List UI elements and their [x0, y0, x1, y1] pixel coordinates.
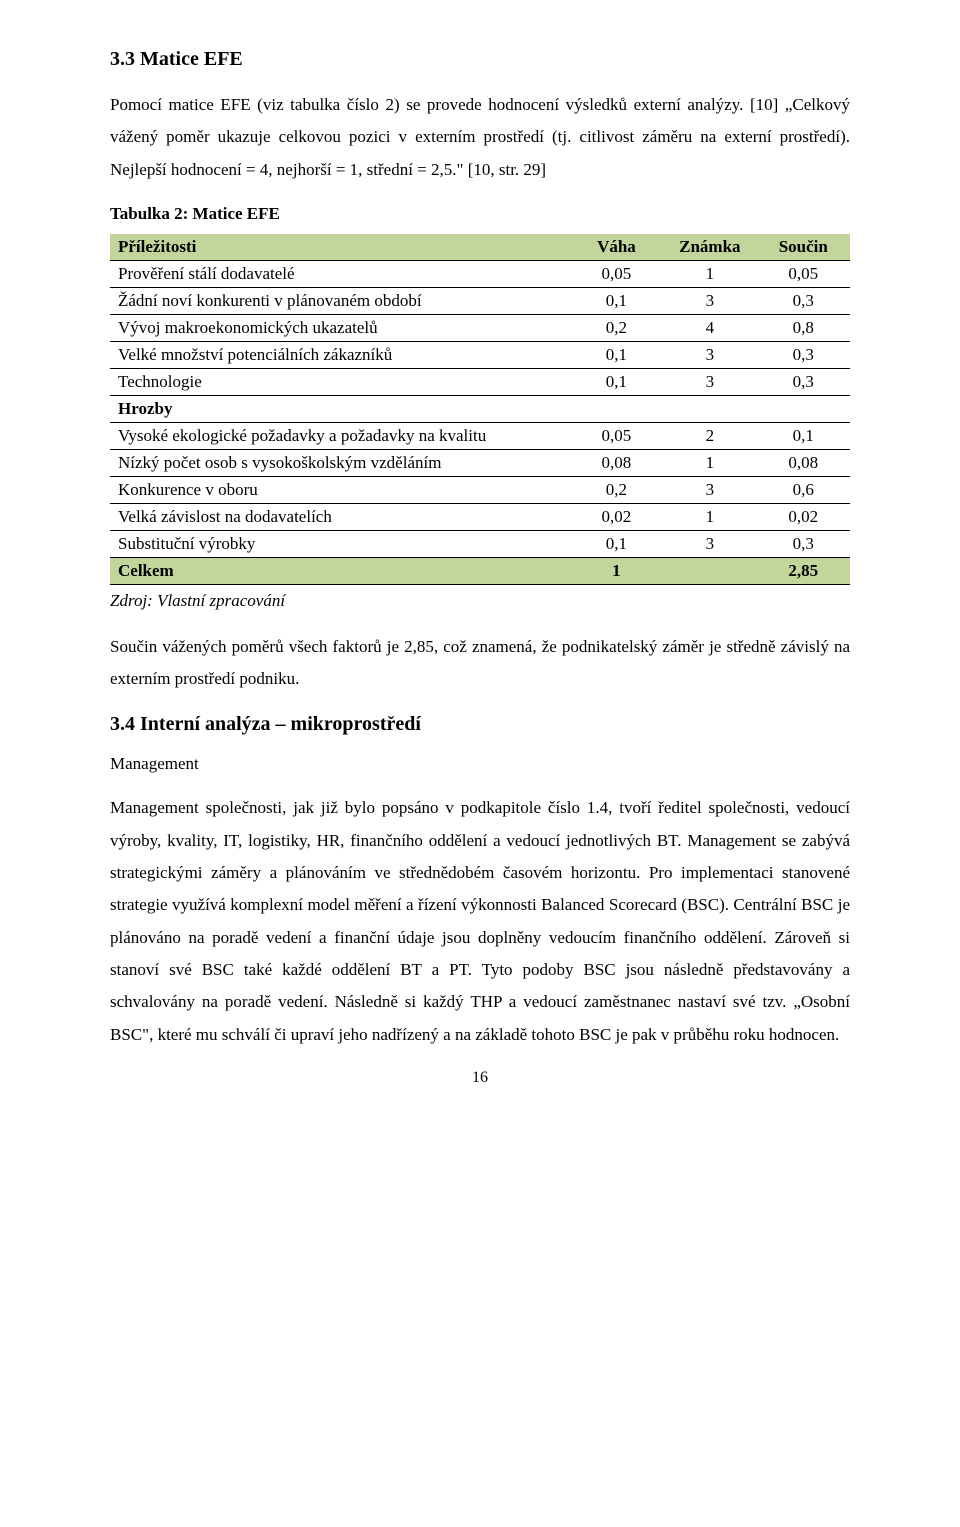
- table-row: Konkurence v oboru0,230,6: [110, 476, 850, 503]
- table-cell: 0,3: [757, 341, 850, 368]
- table-cell: 4: [663, 314, 756, 341]
- table-cell: Technologie: [110, 368, 570, 395]
- table-row: Vývoj makroekonomických ukazatelů0,240,8: [110, 314, 850, 341]
- table-cell: 0,8: [757, 314, 850, 341]
- table-cell: 0,05: [757, 260, 850, 287]
- table-caption: Tabulka 2: Matice EFE: [110, 204, 850, 224]
- table-cell: 0,05: [570, 422, 663, 449]
- table-cell: 0,02: [570, 503, 663, 530]
- table-row: Technologie0,130,3: [110, 368, 850, 395]
- table-cell: [570, 395, 663, 422]
- paragraph: Management společnosti, jak již bylo pop…: [110, 792, 850, 1050]
- table-cell: 1: [663, 503, 756, 530]
- table-cell: 0,1: [570, 530, 663, 557]
- table-source: Zdroj: Vlastní zpracování: [110, 591, 850, 611]
- table-header-cell: Váha: [570, 234, 663, 261]
- table-cell: 0,1: [757, 422, 850, 449]
- table-cell: Konkurence v oboru: [110, 476, 570, 503]
- table-cell: 0,6: [757, 476, 850, 503]
- document-page: 3.3 Matice EFE Pomocí matice EFE (viz ta…: [0, 0, 960, 1127]
- table-cell: 3: [663, 368, 756, 395]
- table-header-cell: Známka: [663, 234, 756, 261]
- table-header-row: Příležitosti Váha Známka Součin: [110, 234, 850, 261]
- table-cell: 0,08: [570, 449, 663, 476]
- table-row: Nízký počet osob s vysokoškolským vzdělá…: [110, 449, 850, 476]
- table-cell: [663, 557, 756, 584]
- table-cell: 0,2: [570, 476, 663, 503]
- table-cell: 3: [663, 341, 756, 368]
- table-cell: Žádní noví konkurenti v plánovaném obdob…: [110, 287, 570, 314]
- table-cell: Prověření stálí dodavatelé: [110, 260, 570, 287]
- table-cell: [663, 395, 756, 422]
- table-cell: 0,1: [570, 341, 663, 368]
- table-row: Žádní noví konkurenti v plánovaném obdob…: [110, 287, 850, 314]
- table-cell: Hrozby: [110, 395, 570, 422]
- table-cell: Vysoké ekologické požadavky a požadavky …: [110, 422, 570, 449]
- table-cell: Velké množství potenciálních zákazníků: [110, 341, 570, 368]
- table-cell: 0,3: [757, 368, 850, 395]
- table-cell: 3: [663, 287, 756, 314]
- table-cell: 2,85: [757, 557, 850, 584]
- table-cell: Velká závislost na dodavatelích: [110, 503, 570, 530]
- table-row: Prověření stálí dodavatelé0,0510,05: [110, 260, 850, 287]
- table-cell: 3: [663, 476, 756, 503]
- table-cell: 0,1: [570, 368, 663, 395]
- table-cell: 0,1: [570, 287, 663, 314]
- table-cell: Vývoj makroekonomických ukazatelů: [110, 314, 570, 341]
- table-cell: 2: [663, 422, 756, 449]
- table-row: Velké množství potenciálních zákazníků0,…: [110, 341, 850, 368]
- paragraph: Součin vážených poměrů všech faktorů je …: [110, 631, 850, 696]
- table-totals-row: Celkem 1 2,85: [110, 557, 850, 584]
- table-header-cell: Součin: [757, 234, 850, 261]
- section-heading-3-4: 3.4 Interní analýza – mikroprostředí: [110, 713, 850, 736]
- table-cell: 0,2: [570, 314, 663, 341]
- table-cell: 0,3: [757, 530, 850, 557]
- subheading-management: Management: [110, 754, 850, 774]
- table-cell: 0,05: [570, 260, 663, 287]
- table-cell: Nízký počet osob s vysokoškolským vzdělá…: [110, 449, 570, 476]
- table-row: Velká závislost na dodavatelích0,0210,02: [110, 503, 850, 530]
- table-cell: 0,3: [757, 287, 850, 314]
- table-cell: [757, 395, 850, 422]
- table-row: Hrozby: [110, 395, 850, 422]
- table-cell: 1: [663, 449, 756, 476]
- table-cell: Celkem: [110, 557, 570, 584]
- page-number: 16: [110, 1069, 850, 1087]
- table-cell: 3: [663, 530, 756, 557]
- table-cell: 1: [663, 260, 756, 287]
- paragraph: Pomocí matice EFE (viz tabulka číslo 2) …: [110, 89, 850, 186]
- efe-table: Příležitosti Váha Známka Součin Prověřen…: [110, 234, 850, 585]
- table-header-cell: Příležitosti: [110, 234, 570, 261]
- table-cell: 0,08: [757, 449, 850, 476]
- table-cell: 1: [570, 557, 663, 584]
- table-row: Vysoké ekologické požadavky a požadavky …: [110, 422, 850, 449]
- table-row: Substituční výrobky0,130,3: [110, 530, 850, 557]
- table-cell: 0,02: [757, 503, 850, 530]
- table-cell: Substituční výrobky: [110, 530, 570, 557]
- section-heading-3-3: 3.3 Matice EFE: [110, 48, 850, 71]
